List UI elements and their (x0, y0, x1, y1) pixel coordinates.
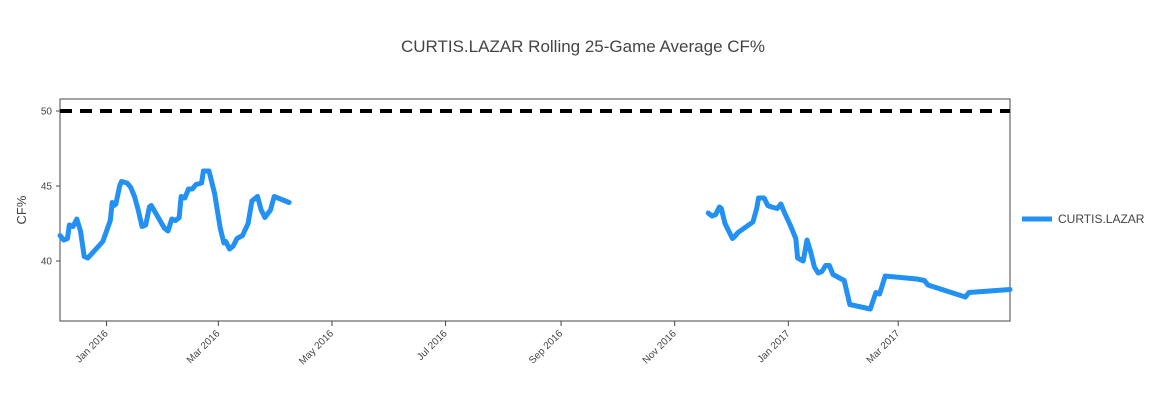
legend[interactable]: CURTIS.LAZAR (1022, 212, 1145, 226)
x-tick-label: Mar 2017 (865, 328, 903, 366)
series-line[interactable] (57, 168, 292, 261)
y-axis-label: CF% (14, 195, 29, 224)
chart-title: CURTIS.LAZAR Rolling 25-Game Average CF% (401, 37, 765, 56)
x-tick-label: Mar 2016 (185, 328, 223, 366)
x-tick-label: Jan 2017 (756, 328, 793, 365)
y-tick-label: 40 (41, 257, 53, 268)
x-tick-label: May 2016 (297, 328, 336, 367)
y-tick-label: 50 (41, 107, 53, 118)
plot-area (57, 98, 1013, 322)
y-axis: 40 45 50 (41, 107, 60, 268)
x-tick-label: Sep 2016 (527, 328, 565, 366)
plot-frame (59, 98, 1011, 322)
x-axis: Jan 2016 Mar 2016 May 2016 Jul 2016 Sep 2016… (74, 321, 903, 367)
y-tick-label: 45 (41, 182, 53, 193)
legend-label: CURTIS.LAZAR (1058, 212, 1145, 226)
series-layer (57, 168, 1013, 312)
x-tick-label: Jul 2016 (415, 328, 450, 363)
x-tick-label: Jan 2016 (74, 328, 111, 365)
series-line[interactable] (705, 195, 1013, 312)
x-tick-label: Nov 2016 (641, 328, 679, 366)
